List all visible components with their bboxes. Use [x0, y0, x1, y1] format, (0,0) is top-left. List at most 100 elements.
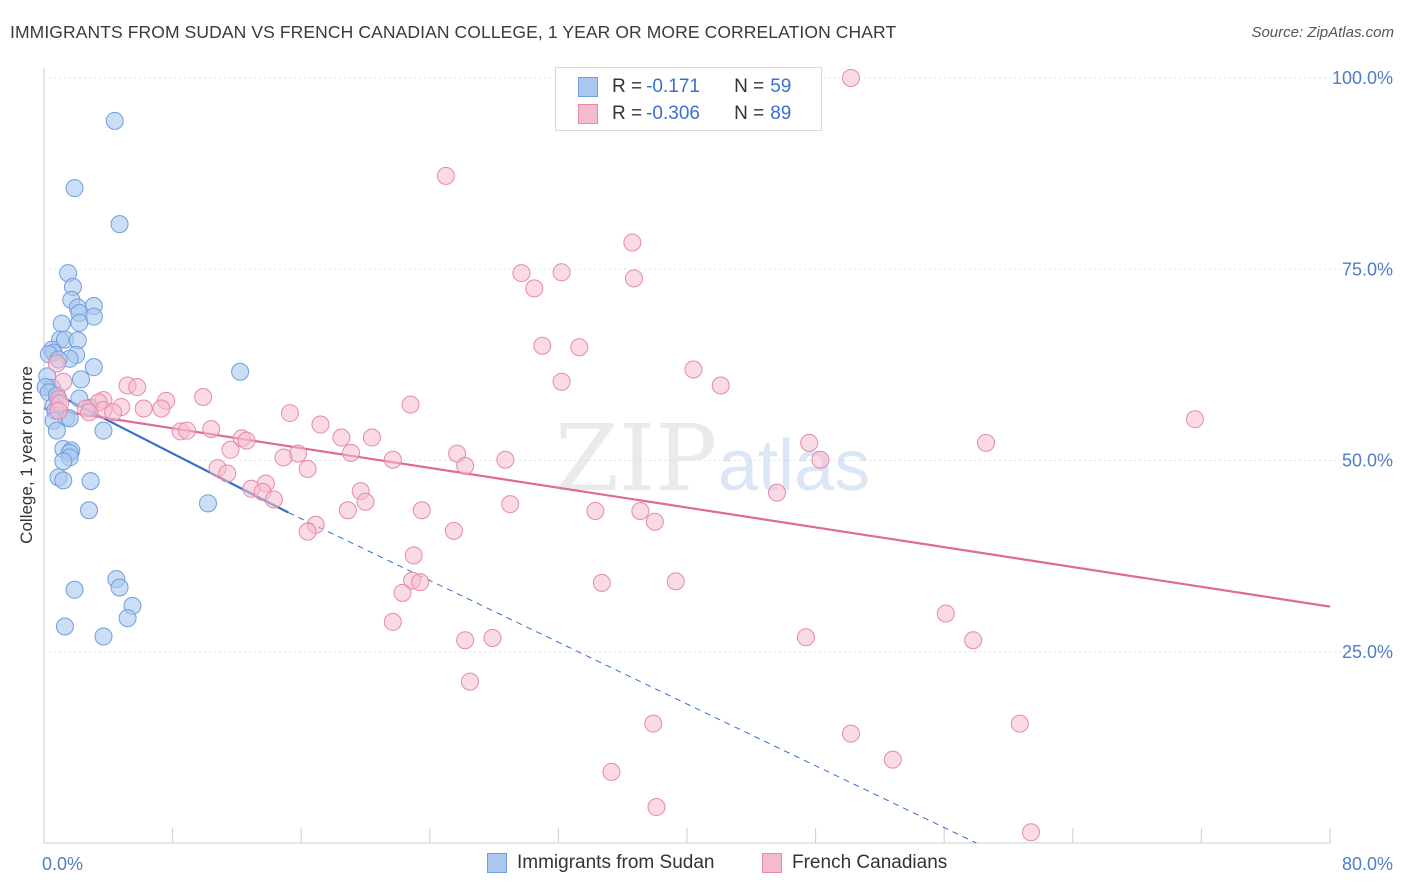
sudan-point — [65, 179, 84, 198]
french-canadian-point — [711, 376, 730, 395]
french-canadian-point — [800, 433, 819, 452]
legend-n-value: 89 — [770, 103, 792, 124]
legend-swatch-sudan — [487, 853, 507, 873]
french-canadian-point — [552, 372, 571, 391]
legend-r-value: -0.306 — [646, 103, 700, 124]
legend-n-label: N = — [734, 76, 765, 97]
legend-r-value: -0.171 — [646, 76, 700, 97]
french-canadian-point — [47, 354, 66, 373]
watermark: ZIP atlas — [555, 405, 870, 512]
legend-swatch-french-canadian — [762, 853, 782, 873]
sudan-point — [84, 358, 103, 377]
legend-label-sudan: Immigrants from Sudan — [517, 852, 715, 873]
sudan-point — [81, 472, 100, 491]
grid-lines — [44, 77, 1395, 653]
french-canadian-point — [298, 522, 317, 541]
sudan-point — [110, 215, 129, 234]
y-tick-label: 100.0% — [1332, 68, 1393, 88]
french-canadian-point — [338, 501, 357, 520]
french-canadian-point — [496, 450, 515, 469]
y-tick-label: 50.0% — [1342, 451, 1393, 471]
french-canadian-point — [525, 279, 544, 298]
french-canadian-point — [134, 399, 153, 418]
legend-label-french-canadian: French Canadians — [792, 852, 948, 873]
french-canadian-point — [552, 263, 571, 282]
french-canadian-point — [362, 428, 381, 447]
french-canadian-point — [54, 372, 73, 391]
french-canadian-point — [841, 69, 860, 87]
french-canadian-point — [444, 521, 463, 540]
french-canadian-point — [342, 443, 361, 462]
y-axis-label: College, 1 year or more — [17, 366, 36, 544]
french-canadian-point — [501, 495, 520, 514]
french-canadian-point — [404, 546, 423, 565]
legend-item-sudan[interactable]: Immigrants from Sudan — [487, 852, 714, 874]
french-canadian-point — [936, 604, 955, 623]
sudan-point — [118, 609, 137, 628]
french-canadian-point — [393, 583, 412, 602]
french-canadian-point — [128, 378, 147, 397]
watermark-atlas: atlas — [718, 426, 870, 506]
french-canadian-point — [332, 428, 351, 447]
french-canadian-point — [841, 724, 860, 743]
sudan-point — [54, 471, 73, 490]
legend-n-value: 59 — [770, 76, 792, 97]
french-canadian-point — [624, 269, 643, 288]
french-canadian-point — [383, 612, 402, 631]
french-canadian-point — [218, 464, 237, 483]
legend-n-label: N = — [734, 103, 765, 124]
sudan-trend-extension — [288, 512, 977, 844]
series-legend: Immigrants from Sudan French Canadians — [0, 852, 1406, 878]
french-canadian-point — [533, 336, 552, 355]
x-tick-label: 0.0% — [42, 854, 83, 874]
french-canadian-point — [412, 501, 431, 520]
french-canadian-point — [356, 492, 375, 511]
french-canadian-point — [570, 338, 589, 357]
french-canadian-point — [512, 264, 531, 283]
french-canadian-point — [964, 631, 983, 650]
x-tick-label: 80.0% — [1342, 854, 1393, 874]
sudan-point — [65, 580, 84, 599]
chart-title: IMMIGRANTS FROM SUDAN VS FRENCH CANADIAN… — [10, 22, 897, 42]
french-canadian-point — [178, 421, 197, 440]
legend-swatch-french-canadian — [578, 104, 598, 124]
french-canadian-point — [644, 714, 663, 733]
legend-row-french-canadian: R = -0.306 N = 89 — [578, 102, 791, 126]
legend-row-sudan: R = -0.171 N = 59 — [578, 75, 791, 99]
french-canadian-point — [104, 403, 123, 422]
french-canadian-trend-line — [43, 407, 1331, 608]
french-canadian-point — [592, 573, 611, 592]
french-canadian-point — [436, 166, 455, 185]
french-canadian-point — [80, 403, 99, 422]
french-canadian-point — [311, 415, 330, 434]
sudan-point — [94, 627, 113, 646]
french-canadian-point — [883, 750, 902, 769]
french-canadian-point — [202, 420, 221, 439]
legend-r-label: R = — [612, 76, 643, 97]
french-canadian-point — [976, 433, 995, 452]
french-canadian-point — [194, 388, 213, 407]
french-canadian-point — [456, 631, 475, 650]
french-canadian-point — [401, 395, 420, 414]
sudan-point — [71, 370, 90, 389]
legend-r-label: R = — [612, 103, 643, 124]
french-canadian-point — [221, 440, 240, 459]
french-canadian-point — [684, 360, 703, 379]
sudan-point — [110, 578, 129, 597]
french-canadian-point — [796, 628, 815, 647]
legend-swatch-sudan — [578, 77, 598, 97]
french-canadian-point — [645, 512, 664, 531]
sudan-point — [70, 313, 89, 332]
french-canadian-point — [237, 431, 256, 450]
french-canadian-point — [411, 573, 430, 592]
sudan-point — [47, 421, 66, 440]
legend-item-french-canadian[interactable]: French Canadians — [762, 852, 947, 874]
french-canadian-point — [1022, 823, 1041, 842]
sudan-point — [54, 452, 73, 471]
french-canadian-point — [768, 483, 787, 502]
french-canadian-point — [602, 762, 621, 781]
watermark-zip: ZIP — [555, 405, 717, 512]
french-canadian-point — [456, 456, 475, 475]
sudan-point — [94, 421, 113, 440]
